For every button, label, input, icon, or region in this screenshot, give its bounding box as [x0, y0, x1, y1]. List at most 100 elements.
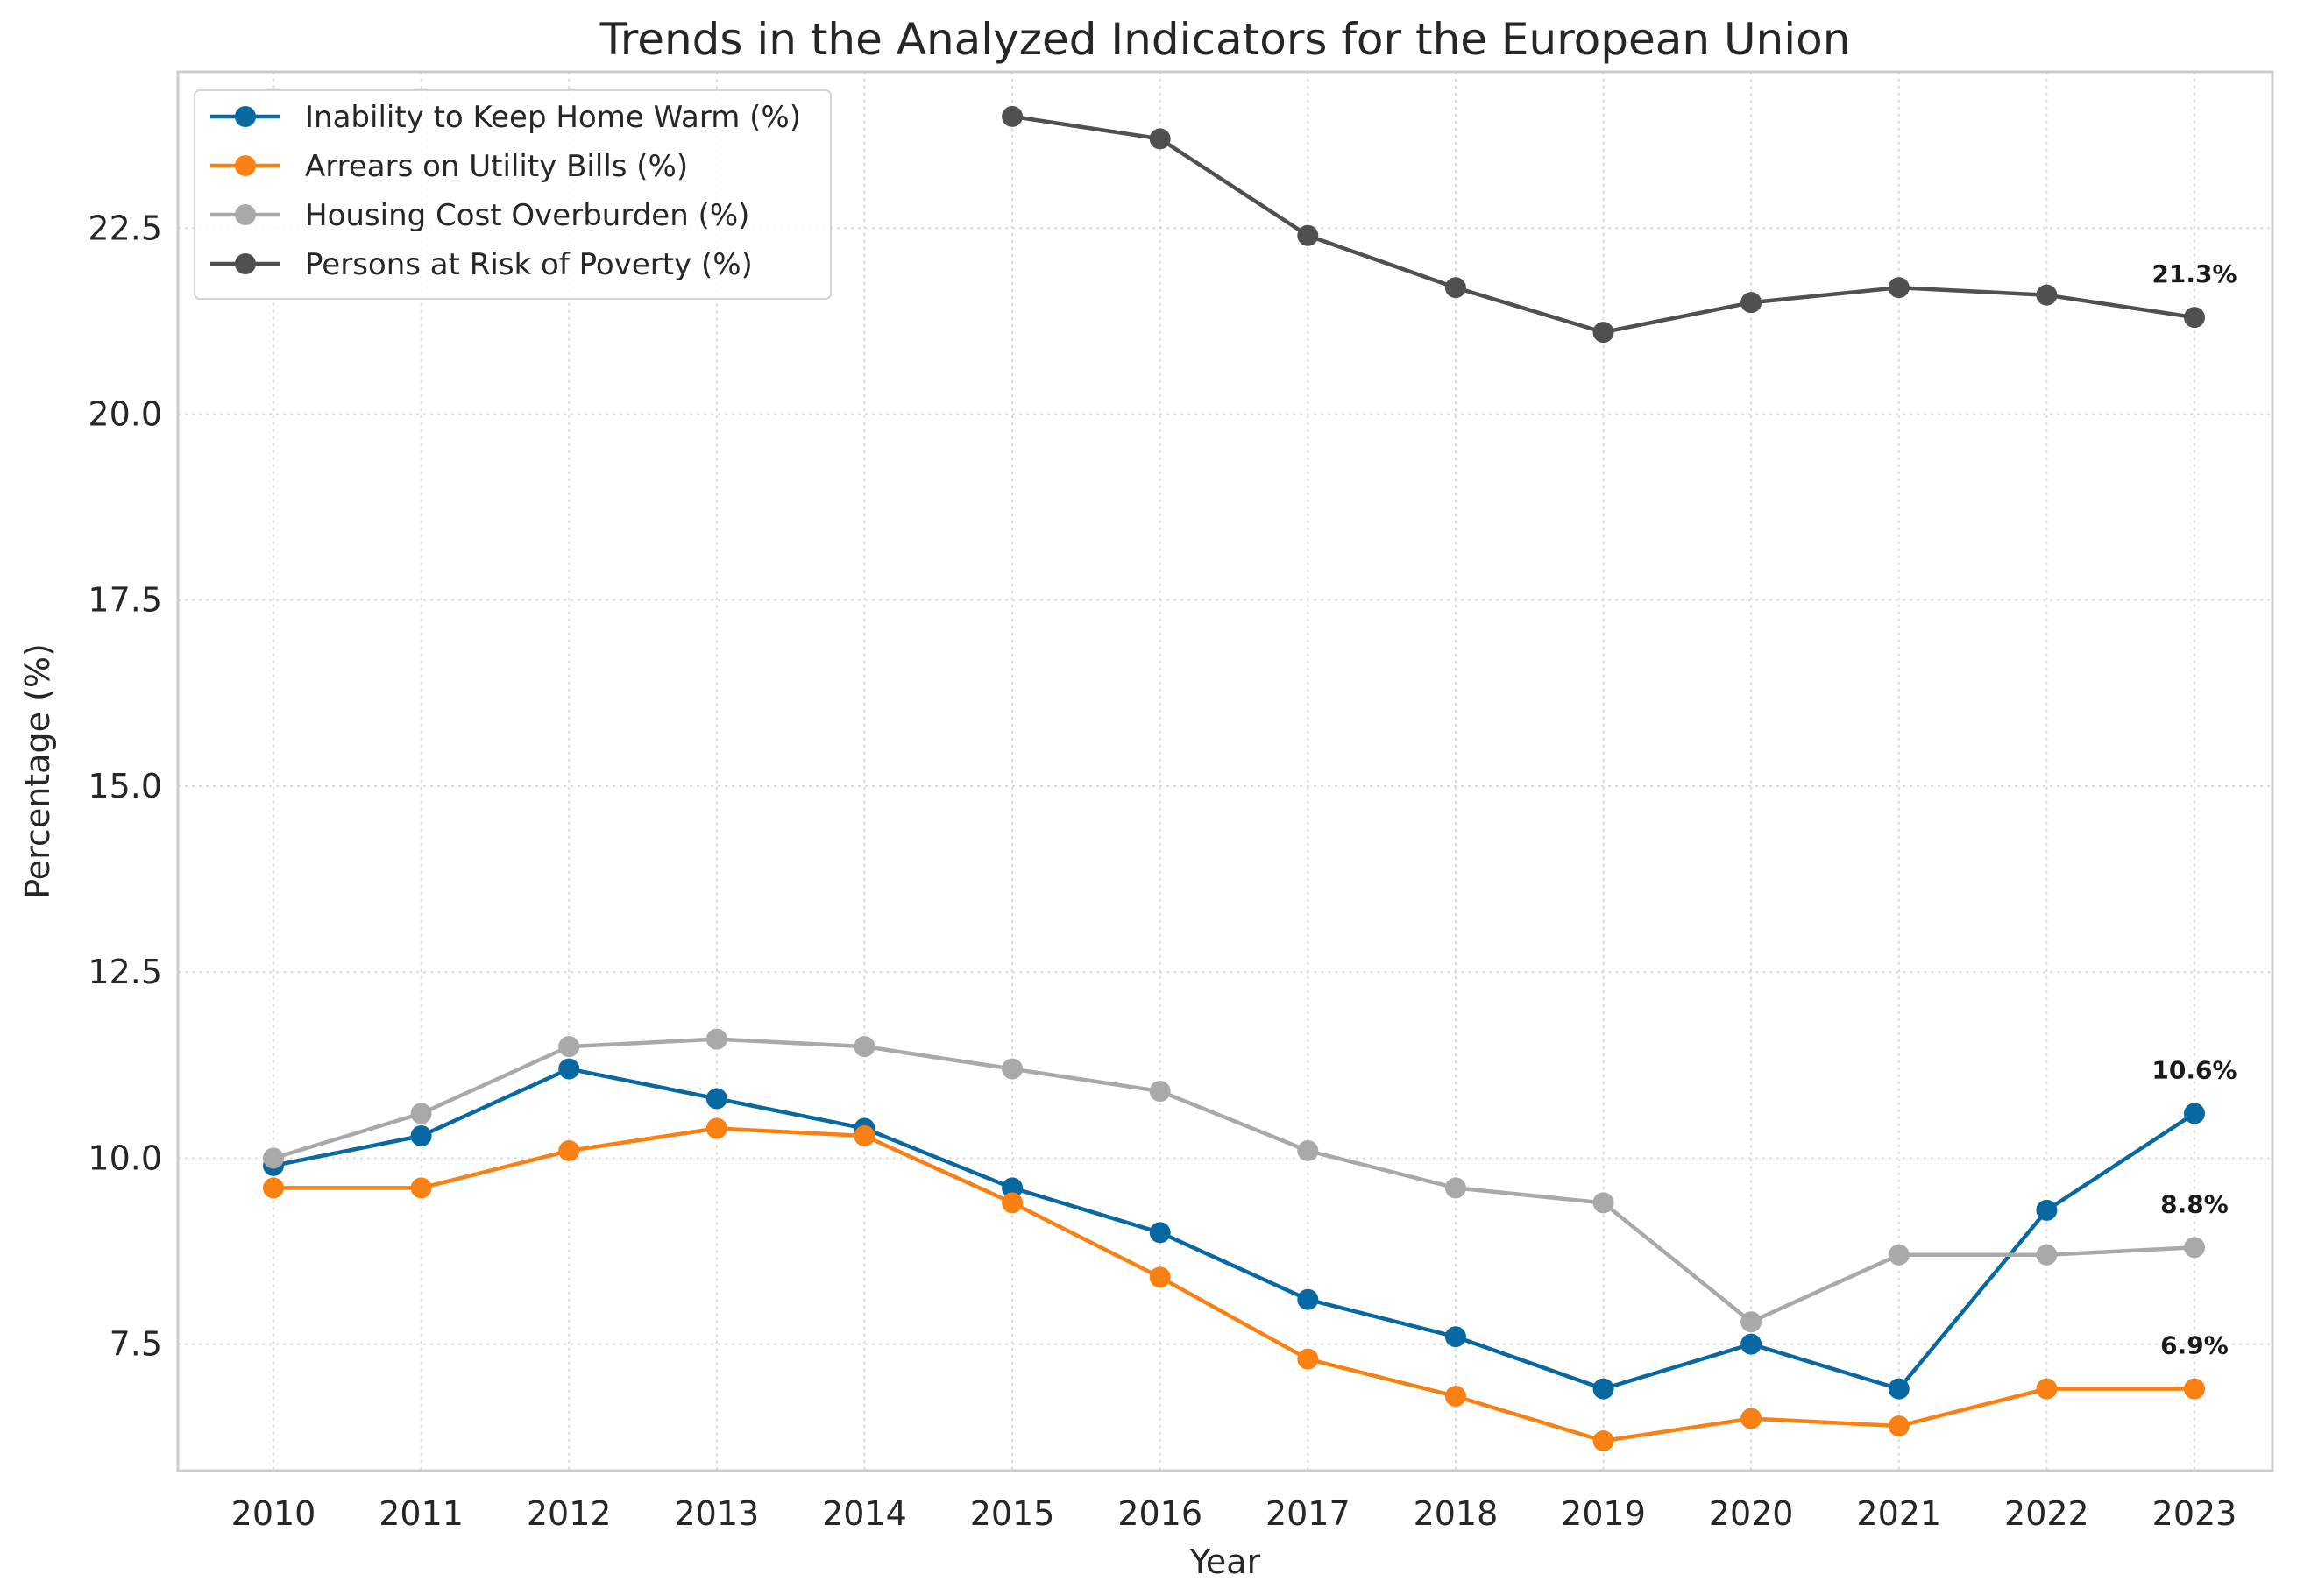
data-point	[1297, 1288, 1319, 1310]
data-point	[1149, 1266, 1171, 1288]
data-point	[1444, 1386, 1466, 1408]
legend-label: Arrears on Utility Bills (%)	[305, 149, 688, 184]
data-point	[1888, 1415, 1910, 1437]
legend-marker	[235, 204, 256, 225]
legend-label: Housing Cost Overburden (%)	[305, 198, 749, 233]
legend-box	[194, 89, 832, 300]
data-point	[1740, 292, 1762, 314]
data-point	[1002, 1177, 1024, 1199]
series-line	[271, 1067, 2197, 1391]
series-2	[263, 1117, 2205, 1452]
data-point	[705, 1117, 727, 1139]
data-point	[263, 1177, 284, 1199]
data-point	[1592, 322, 1614, 344]
x-axis-ticks: 2010 2011 2012 2013 2014 2015 2016 2017 2018 2019…	[231, 1494, 2237, 1533]
data-point	[2184, 1237, 2205, 1259]
legend-label: Persons at Risk of Poverty (%)	[305, 247, 753, 282]
data-point	[1002, 1058, 1024, 1080]
y-tick-label: 22.5	[88, 209, 162, 247]
data-point	[1888, 1378, 1910, 1400]
y-tick-label: 12.5	[88, 953, 162, 991]
end-value-label: 21.3%	[2151, 259, 2237, 288]
legend-label: Inability to Keep Home Warm (%)	[305, 100, 801, 135]
data-point	[410, 1103, 432, 1124]
data-point	[558, 1036, 580, 1058]
x-tick-label: 2015	[970, 1494, 1055, 1533]
data-point	[1592, 1430, 1614, 1452]
data-point	[854, 1124, 875, 1146]
x-tick-label: 2019	[1561, 1494, 1646, 1533]
end-value-labels: 10.6% 6.9% 8.8% 21.3%	[2151, 259, 2237, 1359]
legend-marker	[235, 106, 256, 127]
data-point	[1149, 1222, 1171, 1244]
data-point	[2036, 1244, 2058, 1266]
data-point	[2184, 1378, 2205, 1400]
data-point	[263, 1147, 284, 1169]
end-value-label: 10.6%	[2151, 1056, 2237, 1085]
series-4	[1002, 105, 2205, 344]
end-value-label: 6.9%	[2160, 1331, 2229, 1360]
end-value-label: 8.8%	[2160, 1189, 2229, 1218]
data-point	[1888, 277, 1910, 299]
data-point	[558, 1058, 580, 1080]
data-point	[1297, 224, 1319, 246]
data-point	[1592, 1378, 1614, 1400]
data-point	[1149, 1081, 1171, 1103]
legend-item: Inability to Keep Home Warm (%)	[210, 100, 801, 135]
x-tick-label: 2022	[2004, 1494, 2089, 1533]
data-point	[410, 1177, 432, 1199]
x-tick-label: 2016	[1117, 1494, 1202, 1533]
data-point	[1740, 1311, 1762, 1333]
legend-item: Arrears on Utility Bills (%)	[210, 149, 688, 184]
data-point	[1002, 105, 1024, 127]
data-point	[1002, 1192, 1024, 1214]
x-tick-label: 2013	[674, 1494, 759, 1533]
x-tick-label: 2020	[1709, 1494, 1794, 1533]
legend-marker	[235, 253, 256, 274]
legend-marker	[235, 155, 256, 176]
legend: Inability to Keep Home Warm (%) Arrears o…	[194, 89, 832, 300]
series-line	[271, 1037, 2197, 1324]
x-tick-label: 2021	[1856, 1494, 1941, 1533]
data-point	[1444, 277, 1466, 299]
data-point	[2036, 1199, 2058, 1221]
data-point	[1740, 1408, 1762, 1429]
series-layer	[263, 105, 2205, 1452]
legend-item: Housing Cost Overburden (%)	[210, 198, 749, 233]
data-point	[2184, 1103, 2205, 1124]
data-point	[410, 1124, 432, 1146]
data-point	[854, 1036, 875, 1058]
data-point	[1444, 1326, 1466, 1348]
data-point	[1888, 1244, 1910, 1266]
y-tick-label: 7.5	[110, 1325, 162, 1364]
data-point	[1149, 128, 1171, 150]
x-tick-label: 2014	[822, 1494, 907, 1533]
x-tick-label: 2023	[2152, 1494, 2237, 1533]
y-tick-label: 17.5	[88, 581, 162, 620]
data-point	[1592, 1192, 1614, 1214]
data-point	[1297, 1139, 1319, 1161]
legend-items: Inability to Keep Home Warm (%) Arrears o…	[210, 100, 801, 282]
data-point	[2184, 307, 2205, 329]
legend-item: Persons at Risk of Poverty (%)	[210, 247, 753, 282]
x-tick-label: 2012	[527, 1494, 612, 1533]
x-axis-title: Year	[1189, 1543, 1261, 1581]
y-axis-title: Percentage (%)	[18, 643, 57, 899]
y-tick-label: 15.0	[88, 767, 162, 805]
x-tick-label: 2018	[1414, 1494, 1499, 1533]
x-tick-label: 2011	[379, 1494, 464, 1533]
y-tick-label: 10.0	[88, 1138, 162, 1177]
plot-frame	[176, 70, 2274, 1472]
y-tick-label: 20.0	[88, 395, 162, 434]
x-tick-label: 2017	[1265, 1494, 1350, 1533]
series-3	[263, 1028, 2205, 1333]
y-axis-ticks: 7.5 10.0 12.5 15.0 17.5 20.0 22.5	[88, 209, 162, 1363]
chart-title: Trends in the Analyzed Indicators for th…	[599, 14, 1851, 65]
series-line	[271, 1126, 2197, 1443]
x-tick-label: 2010	[231, 1494, 316, 1533]
data-point	[705, 1088, 727, 1110]
data-point	[558, 1139, 580, 1161]
data-point	[1740, 1333, 1762, 1355]
